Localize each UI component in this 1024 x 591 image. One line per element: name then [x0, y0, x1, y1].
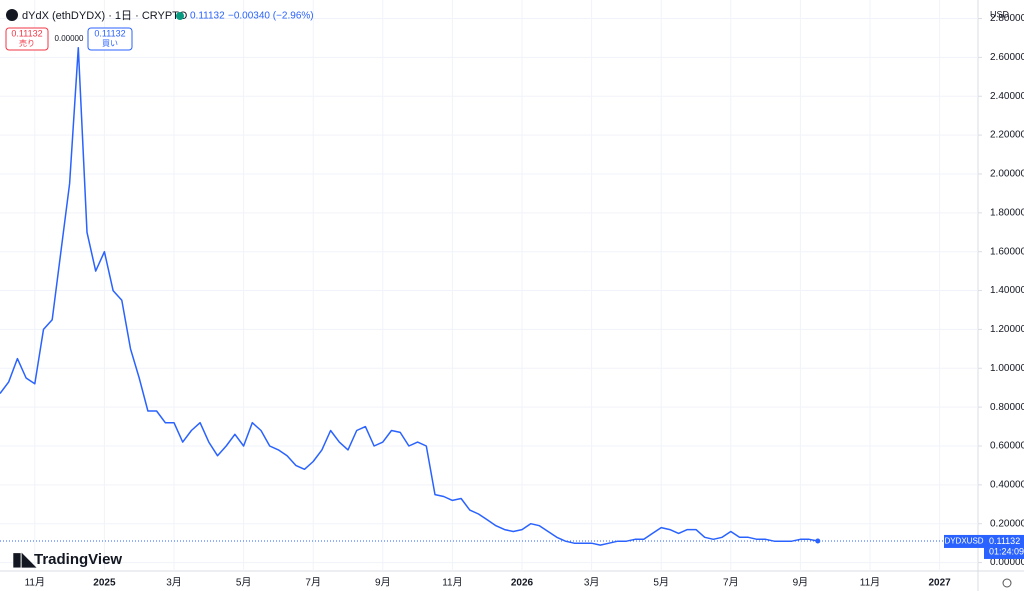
x-tick-label: 3月: [166, 577, 182, 589]
y-tick-label: 1.40000: [990, 285, 1024, 296]
x-tick-label: 5月: [236, 577, 252, 589]
header-change: −0.00340 (−2.96%): [228, 11, 314, 22]
x-tick-label: 2026: [511, 578, 534, 589]
x-tick-label: 5月: [653, 577, 669, 589]
y-tick-label: 2.20000: [990, 130, 1024, 141]
buy-button[interactable]: [87, 27, 133, 51]
y-tick-label: 1.60000: [990, 246, 1024, 257]
x-tick-label: 11月: [25, 577, 45, 589]
x-tick-label: 7月: [723, 577, 739, 589]
countdown: 01:24:09: [989, 546, 1024, 556]
brand-name: TradingView: [34, 551, 122, 568]
x-tick-label: 9月: [793, 577, 809, 589]
x-tick-label: 11月: [442, 577, 462, 589]
header-price: 0.11132: [190, 11, 225, 22]
y-tick-label: 0.20000: [990, 518, 1024, 529]
x-tick-label: 2025: [93, 578, 116, 589]
last-point: [815, 538, 821, 544]
y-tick-label: 1.20000: [990, 324, 1024, 335]
x-tick-label: 9月: [375, 577, 391, 589]
spread: 0.00000: [55, 34, 84, 43]
y-tick-label: 1.00000: [990, 363, 1024, 374]
x-tick-label: 3月: [584, 577, 600, 589]
sell-label: 売り: [19, 38, 35, 48]
y-tick-label: 0.40000: [990, 480, 1024, 491]
x-tick-label: 7月: [305, 577, 321, 589]
symbol-title[interactable]: dYdX (ethDYDX) · 1日 · CRYPTO: [22, 10, 188, 22]
settings-icon[interactable]: [1002, 578, 1012, 588]
brand-logo: ▮◣: [12, 549, 37, 569]
sell-price: 0.11132: [11, 28, 42, 38]
y-tick-label: 2.00000: [990, 169, 1024, 180]
sell-button[interactable]: [5, 27, 49, 51]
y-tick-label: 0.60000: [990, 441, 1024, 452]
currency[interactable]: USD: [990, 9, 1010, 19]
symbol-icon: [6, 9, 18, 21]
y-tick-label: 2.60000: [990, 52, 1024, 63]
price-line: [0, 46, 818, 546]
x-tick-label: 11月: [860, 577, 880, 589]
y-tick-label: 2.40000: [990, 91, 1024, 102]
symbol-tag: [944, 534, 984, 548]
buy-label: 買い: [102, 39, 118, 48]
y-tick-label: 1.80000: [990, 207, 1024, 218]
symbol-tag-label: DYDXUSD: [944, 537, 983, 546]
market-status: [176, 12, 184, 20]
x-tick-label: 2027: [928, 578, 951, 589]
y-tick-label: 0.00000: [990, 557, 1024, 568]
price-tag: [984, 534, 1024, 559]
y-tick-label: 0.80000: [990, 402, 1024, 413]
buy-price: 0.11132: [94, 28, 125, 38]
price-tag-label: 0.11132: [989, 536, 1020, 546]
y-tick-label: 2.80000: [990, 13, 1024, 24]
